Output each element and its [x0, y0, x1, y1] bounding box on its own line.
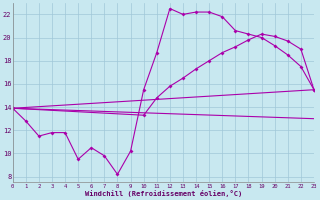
- X-axis label: Windchill (Refroidissement éolien,°C): Windchill (Refroidissement éolien,°C): [85, 190, 242, 197]
